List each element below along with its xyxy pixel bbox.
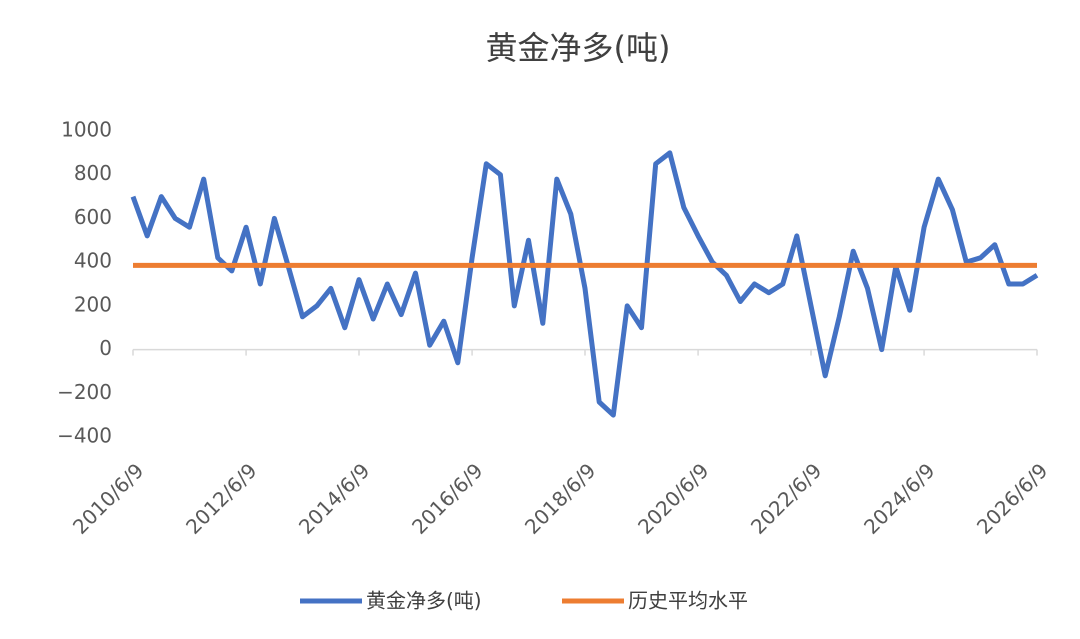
- x-tick-label: 2016/6/9: [407, 458, 487, 538]
- x-tick-label: 2014/6/9: [294, 458, 374, 538]
- y-tick-label: 800: [74, 161, 112, 185]
- legend-label: 黄金净多(吨): [366, 589, 482, 613]
- y-tick-label: 1000: [61, 118, 112, 142]
- x-tick-label: 2010/6/9: [68, 458, 148, 538]
- x-tick-label: 2020/6/9: [633, 458, 713, 538]
- x-tick-label: 2024/6/9: [859, 458, 939, 538]
- x-tick-label: 2026/6/9: [972, 458, 1052, 538]
- y-tick-label: 600: [74, 205, 112, 229]
- legend-label: 历史平均水平: [628, 589, 748, 613]
- y-tick-label: 200: [74, 292, 112, 316]
- y-tick-label: 0: [99, 336, 112, 360]
- x-tick-label: 2018/6/9: [520, 458, 600, 538]
- x-tick-label: 2022/6/9: [746, 458, 826, 538]
- y-tick-label: −200: [57, 380, 112, 404]
- series-line: [130, 150, 1039, 418]
- y-tick-label: −400: [57, 424, 112, 448]
- chart-title: 黄金净多(吨): [486, 29, 671, 67]
- x-tick-label: 2012/6/9: [181, 458, 261, 538]
- y-tick-label: 400: [74, 249, 112, 273]
